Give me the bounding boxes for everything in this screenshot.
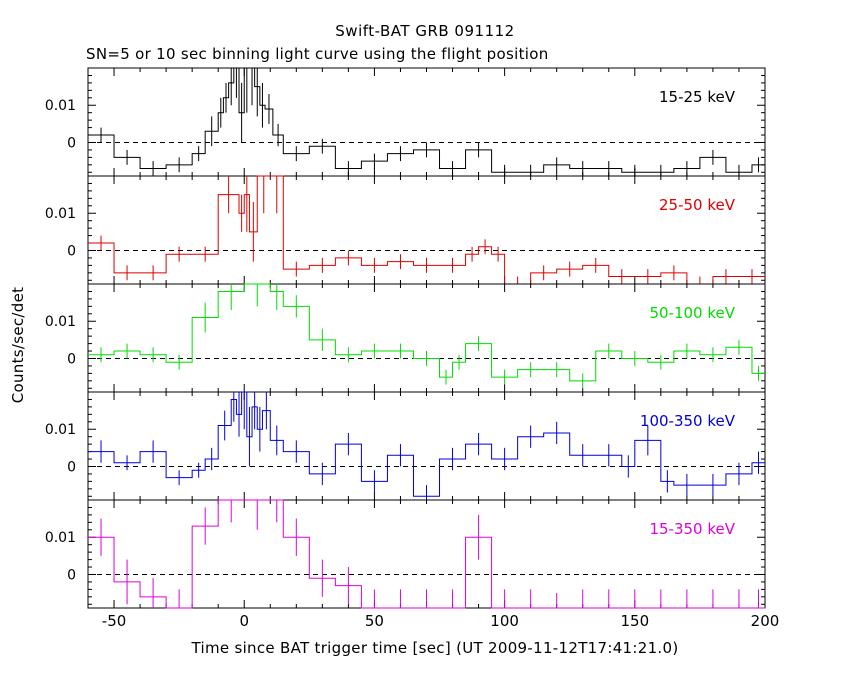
x-tick-label: 150 <box>620 612 649 630</box>
y-tick-label: 0 <box>67 459 76 475</box>
x-tick-label: -50 <box>102 612 127 630</box>
panel-frame <box>87 391 766 501</box>
y-tick-label: 0.01 <box>45 314 76 330</box>
y-tick-label: 0 <box>67 567 76 583</box>
y-tick-label: 0 <box>67 243 76 259</box>
x-tick-label: 0 <box>239 612 249 630</box>
chart-subtitle: SN=5 or 10 sec binning light curve using… <box>86 45 549 63</box>
y-tick-label: 0.01 <box>45 530 76 546</box>
series-step-line <box>88 499 765 609</box>
chart-title: Swift-BAT GRB 091112 <box>335 22 515 40</box>
series-step-line <box>88 283 765 382</box>
panel-frame <box>87 283 766 393</box>
y-tick-label: 0.01 <box>45 422 76 438</box>
panel-energy-label: 100-350 keV <box>640 412 736 430</box>
panel-frame <box>87 67 766 177</box>
y-tick-label: 0 <box>67 351 76 367</box>
panel-energy-label: 50-100 keV <box>649 304 735 322</box>
x-tick-label: 100 <box>490 612 519 630</box>
panel-energy-label: 15-25 keV <box>659 88 736 106</box>
y-tick-label: 0.01 <box>45 98 76 114</box>
x-axis-label: Time since BAT trigger time [sec] (UT 20… <box>191 639 679 657</box>
x-tick-label: 200 <box>751 612 780 630</box>
panel-energy-label: 25-50 keV <box>659 196 736 214</box>
x-tick-label: 50 <box>365 612 384 630</box>
y-tick-label: 0.01 <box>45 206 76 222</box>
panel-energy-label: 15-350 keV <box>649 520 735 538</box>
series-step-line <box>88 391 765 497</box>
y-tick-label: 0 <box>67 135 76 151</box>
